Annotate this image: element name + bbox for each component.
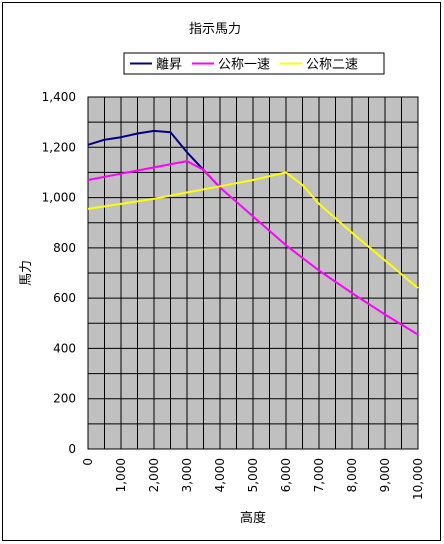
series-line	[87, 129, 221, 189]
x-tick-label: 7,000	[312, 458, 326, 492]
y-tick-labels: 0 200 400 600 800 1,000 1,200 1,400	[42, 90, 76, 456]
x-tick-label: 10,000	[411, 458, 425, 500]
legend-label: 公称一速	[218, 58, 270, 73]
series-line	[87, 160, 419, 336]
legend-box	[123, 52, 385, 75]
y-tick-label: 0	[68, 442, 76, 456]
x-tick-label: 5,000	[246, 458, 260, 492]
x-tick-label: 6,000	[279, 458, 293, 492]
gridlines	[88, 97, 418, 449]
legend-label: 離昇	[156, 58, 182, 73]
y-tick-label: 400	[53, 341, 76, 355]
chart-title: 指示馬力	[189, 22, 241, 37]
y-tick-label: 200	[53, 392, 76, 406]
x-tick-label: 3,000	[180, 458, 194, 492]
x-tick-label: 9,000	[378, 458, 392, 492]
x-tick-label: 0	[81, 458, 95, 466]
y-tick-label: 800	[53, 241, 76, 255]
x-tick-labels: 0 1,000 2,000 3,000 4,000 5,000 6,000 7,000 8,00…	[81, 458, 425, 500]
y-tick-label: 1,400	[42, 90, 76, 104]
x-tick-label: 1,000	[114, 458, 128, 492]
x-tick-label: 2,000	[147, 458, 161, 492]
y-tick-label: 1,000	[42, 191, 76, 205]
series-lines	[87, 129, 419, 336]
y-tick-label: 1,200	[42, 140, 76, 154]
x-tick-label: 8,000	[345, 458, 359, 492]
legend-label: 公称二速	[306, 58, 358, 73]
series-line	[87, 171, 419, 289]
x-tick-label: 4,000	[213, 458, 227, 492]
x-axis-title: 高度	[240, 510, 266, 526]
legend: 離昇 公称一速 公称二速	[123, 52, 385, 75]
y-tick-label: 600	[53, 291, 76, 305]
y-axis-title: 馬力	[19, 260, 34, 286]
